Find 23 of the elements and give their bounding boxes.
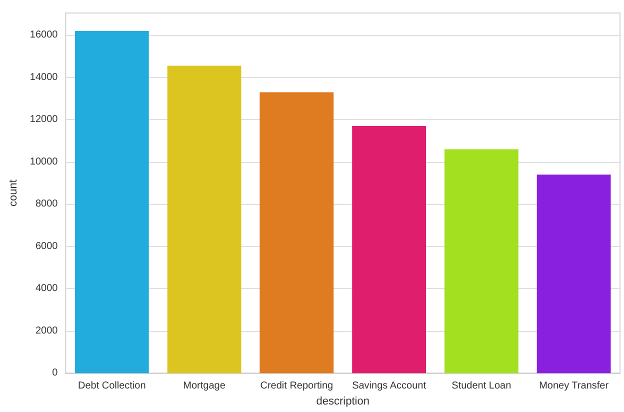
y-tick-label: 10000 (30, 156, 58, 168)
bar (444, 149, 518, 374)
bar (167, 66, 242, 374)
y-tick-label: 12000 (30, 114, 58, 126)
y-tick-label: 16000 (30, 30, 58, 41)
x-axis-title: description (316, 396, 370, 408)
x-tick-label: Student Loan (452, 380, 512, 392)
x-tick-label: Mortgage (183, 380, 226, 392)
bar (74, 30, 149, 374)
x-tick-label: Money Transfer (539, 380, 610, 392)
y-tick-label: 4000 (35, 283, 58, 294)
y-tick-label: 0 (52, 368, 58, 379)
bar (260, 92, 334, 374)
y-axis-title: count (8, 180, 20, 207)
bar (352, 126, 426, 374)
x-tick-label: Debt Collection (78, 380, 146, 392)
y-tick-label: 8000 (35, 198, 58, 210)
x-tick-label: Savings Account (352, 380, 426, 392)
y-tick-label: 6000 (35, 240, 58, 252)
y-tick-label: 14000 (30, 72, 58, 83)
y-tick-label: 2000 (35, 325, 58, 336)
bar (536, 174, 611, 374)
x-tick-label: Credit Reporting (260, 380, 334, 392)
